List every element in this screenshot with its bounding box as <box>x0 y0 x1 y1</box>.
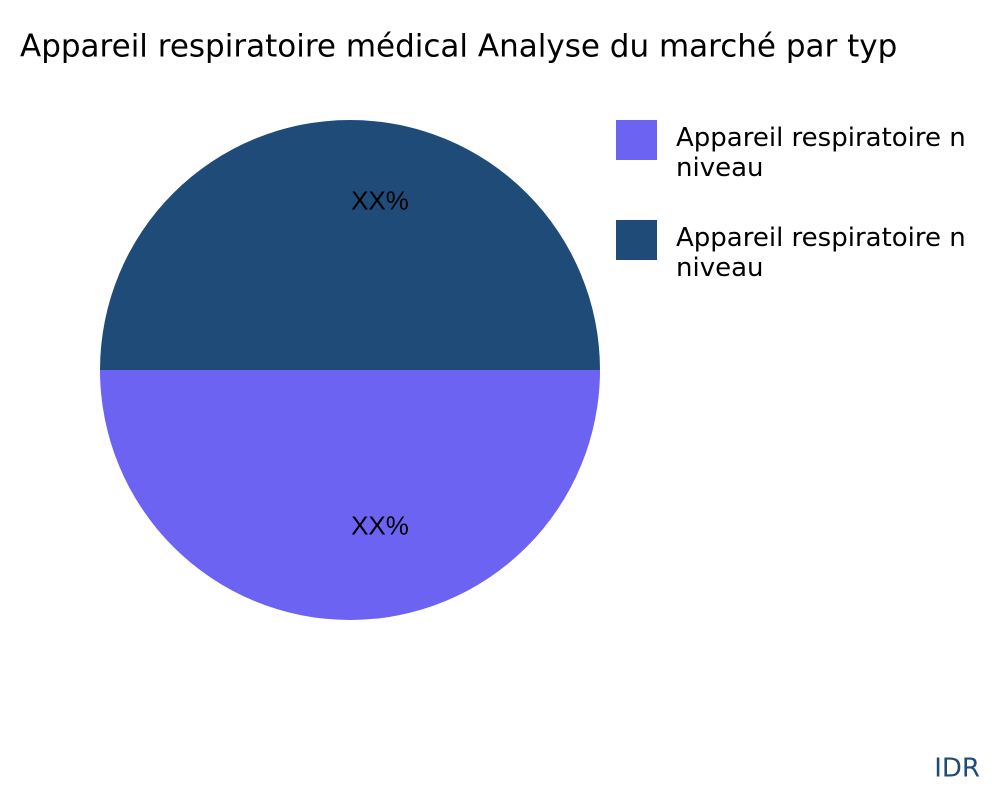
legend-swatch <box>616 120 657 160</box>
legend-label: Appareil respiratoire n niveau <box>676 223 966 283</box>
pie-slice <box>100 370 600 620</box>
legend-swatch <box>616 220 657 260</box>
pie-slice <box>100 120 600 370</box>
legend-label: Appareil respiratoire n niveau <box>676 123 966 183</box>
slice-label: XX% <box>351 510 409 540</box>
slice-label: XX% <box>351 185 409 215</box>
chart-title: Appareil respiratoire médical Analyse du… <box>20 29 897 65</box>
source-label: IDR <box>934 754 980 784</box>
